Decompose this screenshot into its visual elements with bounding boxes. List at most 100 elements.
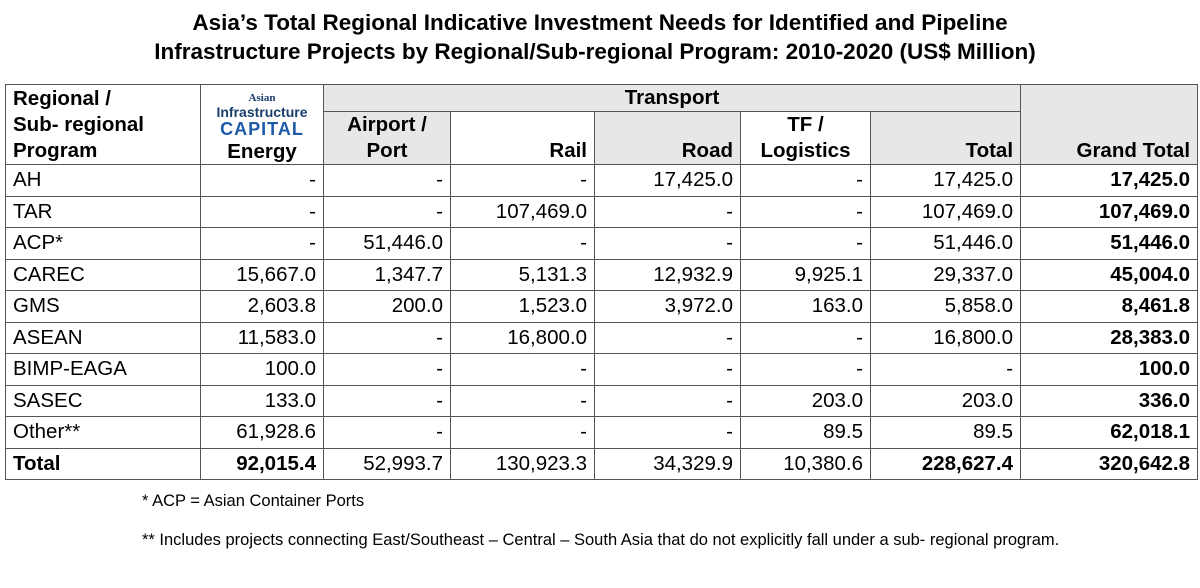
total-row: Total 92,015.4 52,993.7 130,923.3 34,329… <box>5 447 1199 480</box>
table-row: Other** 61,928.6- - -89.5 89.5 62,018.1 <box>5 416 1199 449</box>
cell-rail: 5,131.3 <box>450 258 595 291</box>
table-title: Asia’s Total Regional Indicative Investm… <box>0 8 1200 66</box>
cell-program: ASEAN <box>5 321 201 354</box>
footnote-acp: * ACP = Asian Container Ports <box>142 492 365 510</box>
cell-grand: 8,461.8 <box>1020 290 1199 323</box>
total-airport: 52,993.7 <box>323 447 451 480</box>
cell-tf: 89.5 <box>740 416 871 449</box>
table-body: AH - - -17,425.0-17,425.0 17,425.0 TAR - -107,4… <box>5 164 1199 480</box>
cell-program: GMS <box>5 290 201 323</box>
cell-energy: 2,603.8 <box>200 290 324 323</box>
cell-airport: 200.0 <box>323 290 451 323</box>
cell-energy: 61,928.6 <box>200 416 324 449</box>
total-total: 228,627.4 <box>869 447 1022 480</box>
header-program: Regional / Sub- regional Program <box>5 84 201 165</box>
cell-energy: - <box>200 195 324 228</box>
cell-tf: - <box>740 195 871 228</box>
cell-tf: - <box>740 353 871 386</box>
cell-airport: 51,446.0 <box>323 227 451 260</box>
cell-road: - <box>594 353 741 386</box>
cell-airport: - <box>323 164 451 197</box>
cell-program: TAR <box>5 195 201 228</box>
table-row: AH - - -17,425.0-17,425.0 17,425.0 <box>5 164 1199 197</box>
cell-rail: - <box>450 384 595 417</box>
cell-airport: - <box>323 416 451 449</box>
title-line-1: Asia’s Total Regional Indicative Investm… <box>192 10 1008 35</box>
cell-road: - <box>594 384 741 417</box>
cell-rail: - <box>450 416 595 449</box>
cell-tf: 203.0 <box>740 384 871 417</box>
total-label: Total <box>5 447 201 480</box>
cell-airport: - <box>323 321 451 354</box>
cell-program: BIMP-EAGA <box>5 353 201 386</box>
header-energy: Asian Infrastructure CAPITAL Energy <box>200 84 324 165</box>
total-energy: 92,015.4 <box>200 447 324 480</box>
cell-rail: - <box>450 353 595 386</box>
cell-grand: 100.0 <box>1020 353 1199 386</box>
cell-energy: 15,667.0 <box>200 258 324 291</box>
header-transport: Transport <box>322 84 1022 112</box>
cell-airport: - <box>323 353 451 386</box>
cell-total: 203.0 <box>869 384 1022 417</box>
cell-road: - <box>594 227 741 260</box>
cell-airport: - <box>323 195 451 228</box>
table-row: ACP* -51,446.0- - -51,446.0 51,446.0 <box>5 227 1199 260</box>
cell-grand: 107,469.0 <box>1020 195 1199 228</box>
cell-grand: 45,004.0 <box>1020 258 1199 291</box>
cell-road: 17,425.0 <box>594 164 741 197</box>
total-grand: 320,642.8 <box>1020 447 1199 480</box>
cell-grand: 28,383.0 <box>1020 321 1199 354</box>
table-row: ASEAN 11,583.0-16,800.0- -16,800.0 28,383.0 <box>5 321 1199 354</box>
cell-program: AH <box>5 164 201 197</box>
asian-infrastructure-capital-logo: Asian Infrastructure CAPITAL <box>216 92 308 139</box>
cell-total: 89.5 <box>869 416 1022 449</box>
footnote-other: ** Includes projects connecting East/Sou… <box>142 531 1060 549</box>
header-tf-logistics: TF / Logistics <box>740 111 871 165</box>
cell-total: 29,337.0 <box>869 258 1022 291</box>
cell-tf: 9,925.1 <box>740 258 871 291</box>
cell-program: CAREC <box>5 258 201 291</box>
table-row: BIMP-EAGA 100.0- - - - -100.0 <box>5 353 1199 386</box>
cell-total: 17,425.0 <box>869 164 1022 197</box>
table-row: SASEC 133.0- - -203.0 203.0 336.0 <box>5 384 1199 417</box>
cell-total: 107,469.0 <box>869 195 1022 228</box>
header-transport-total: Total <box>869 111 1022 165</box>
title-line-2: Infrastructure Projects by Regional/Sub-… <box>154 39 1036 64</box>
cell-road: 12,932.9 <box>594 258 741 291</box>
cell-energy: - <box>200 164 324 197</box>
cell-program: Other** <box>5 416 201 449</box>
cell-grand: 17,425.0 <box>1020 164 1199 197</box>
cell-grand: 336.0 <box>1020 384 1199 417</box>
header-rail: Rail <box>450 111 595 165</box>
cell-rail: - <box>450 227 595 260</box>
cell-program: SASEC <box>5 384 201 417</box>
cell-rail: 16,800.0 <box>450 321 595 354</box>
cell-rail: 1,523.0 <box>450 290 595 323</box>
cell-total: 5,858.0 <box>869 290 1022 323</box>
cell-tf: - <box>740 321 871 354</box>
header-airport-port: Airport / Port <box>323 111 451 165</box>
total-tf: 10,380.6 <box>740 447 871 480</box>
cell-tf: - <box>740 164 871 197</box>
table-row: CAREC 15,667.0 1,347.7 5,131.3 12,932.9 9,925… <box>5 258 1199 291</box>
table-row: TAR - -107,469.0- -107,469.0 107,469.0 <box>5 195 1199 228</box>
table-row: GMS 2,603.8 200.0 1,523.0 3,972.0 163.0 5,858.… <box>5 290 1199 323</box>
cell-energy: 11,583.0 <box>200 321 324 354</box>
cell-energy: - <box>200 227 324 260</box>
cell-road: - <box>594 321 741 354</box>
cell-tf: 163.0 <box>740 290 871 323</box>
cell-airport: - <box>323 384 451 417</box>
cell-road: - <box>594 195 741 228</box>
cell-total: 16,800.0 <box>869 321 1022 354</box>
total-road: 34,329.9 <box>594 447 741 480</box>
cell-rail: 107,469.0 <box>450 195 595 228</box>
cell-road: 3,972.0 <box>594 290 741 323</box>
cell-airport: 1,347.7 <box>323 258 451 291</box>
cell-tf: - <box>740 227 871 260</box>
cell-road: - <box>594 416 741 449</box>
investment-table: Regional / Sub- regional Program Asian I… <box>5 84 1199 480</box>
cell-total: 51,446.0 <box>869 227 1022 260</box>
header-grand-total: Grand Total <box>1020 84 1199 165</box>
cell-energy: 133.0 <box>200 384 324 417</box>
cell-grand: 62,018.1 <box>1020 416 1199 449</box>
